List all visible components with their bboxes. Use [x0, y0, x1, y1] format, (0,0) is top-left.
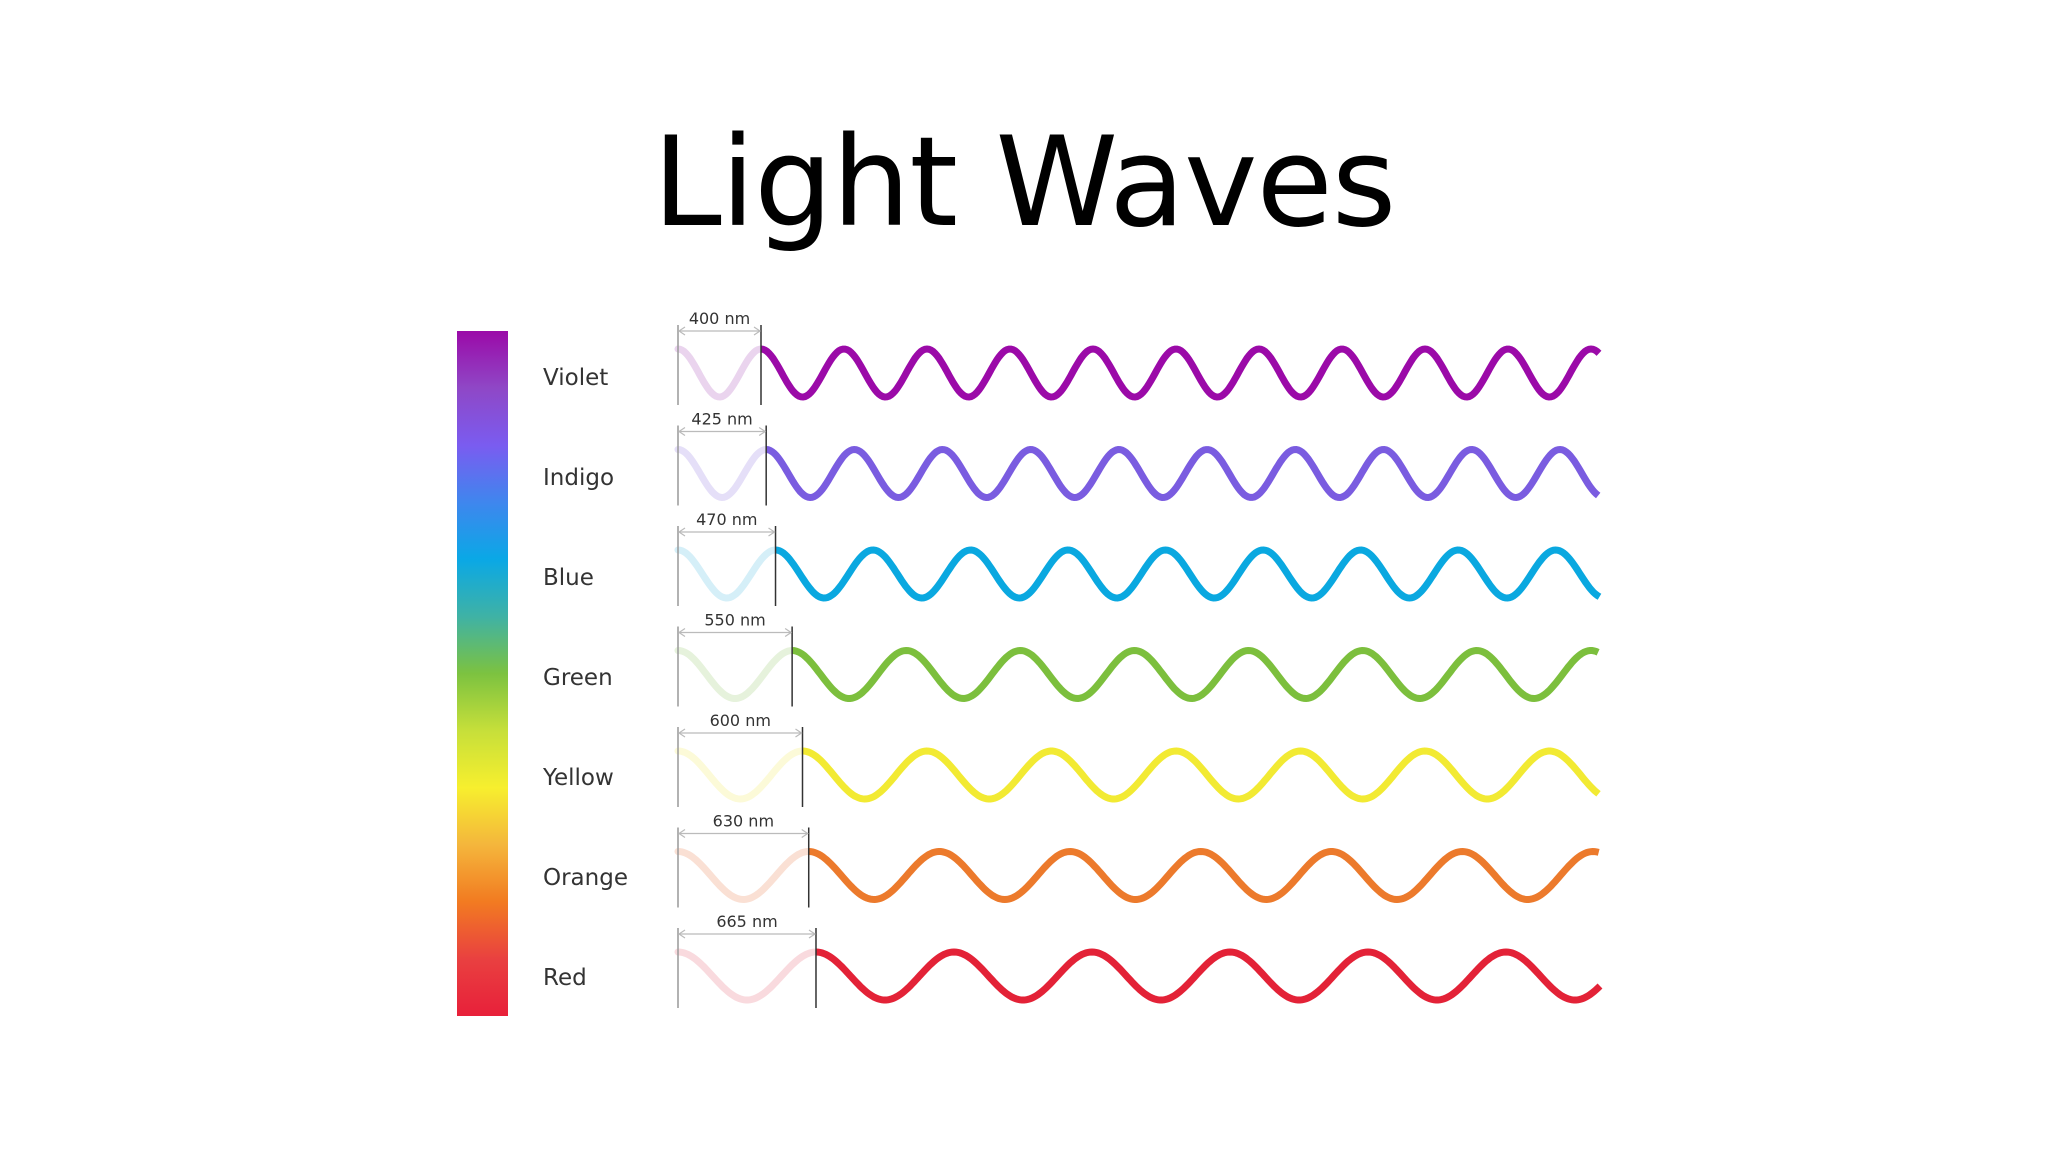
wave-yellow — [802, 747, 1601, 803]
faded-cycle-violet — [674, 345, 764, 401]
arrowhead-left-violet — [677, 326, 686, 336]
faded-cycle-green — [674, 647, 796, 702]
arrowhead-left-green — [677, 628, 686, 637]
arrowhead-left-red — [677, 929, 686, 939]
wavelength-label-blue: 470 nm — [696, 510, 757, 529]
arrowhead-left-yellow — [677, 728, 686, 738]
wavelength-label-yellow: 600 nm — [710, 711, 771, 730]
label-yellow: Yellow — [543, 765, 614, 791]
arrowhead-right-blue — [768, 527, 776, 537]
wavelength-label-red: 665 nm — [716, 912, 777, 931]
label-green: Green — [543, 665, 613, 691]
label-red: Red — [543, 965, 587, 991]
spectrum-bar — [457, 331, 508, 1016]
arrowhead-right-red — [808, 929, 817, 939]
wave-row-violet: 400 nm — [674, 309, 1602, 405]
wavelength-label-green: 550 nm — [704, 611, 765, 630]
arrowhead-left-orange — [677, 829, 686, 838]
arrowhead-left-blue — [677, 527, 686, 537]
wave-row-red: 665 nm — [674, 912, 1603, 1008]
wave-row-blue: 470 nm — [674, 510, 1602, 606]
wavelength-label-indigo: 425 nm — [691, 410, 752, 429]
faded-cycle-orange — [674, 848, 812, 904]
arrowhead-right-orange — [801, 829, 809, 838]
label-violet: Violet — [543, 365, 609, 391]
wave-row-green: 550 nm — [674, 611, 1600, 707]
faded-cycle-red — [674, 948, 818, 1004]
wave-orange — [808, 847, 1600, 904]
arrowhead-right-violet — [753, 326, 762, 336]
wave-violet — [760, 345, 1602, 401]
wave-row-indigo: 425 nm — [674, 410, 1601, 506]
wave-blue — [775, 546, 1602, 602]
wave-indigo — [765, 445, 1601, 502]
wave-green — [791, 646, 1600, 703]
label-orange: Orange — [543, 865, 628, 891]
wave-red — [815, 948, 1603, 1004]
arrowhead-right-green — [784, 628, 793, 637]
faded-cycle-yellow — [674, 747, 806, 803]
wave-row-yellow: 600 nm — [674, 711, 1601, 807]
wavelength-label-violet: 400 nm — [689, 309, 750, 328]
faded-cycle-blue — [674, 546, 778, 602]
label-blue: Blue — [543, 565, 594, 591]
slide-title: Light Waves — [652, 111, 1397, 255]
wave-row-orange: 630 nm — [674, 812, 1600, 908]
label-indigo: Indigo — [543, 465, 615, 491]
arrowhead-left-indigo — [677, 427, 686, 436]
faded-cycle-indigo — [674, 446, 770, 502]
arrowhead-right-indigo — [758, 427, 767, 436]
arrowhead-right-yellow — [795, 728, 803, 738]
wavelength-label-orange: 630 nm — [713, 812, 774, 831]
